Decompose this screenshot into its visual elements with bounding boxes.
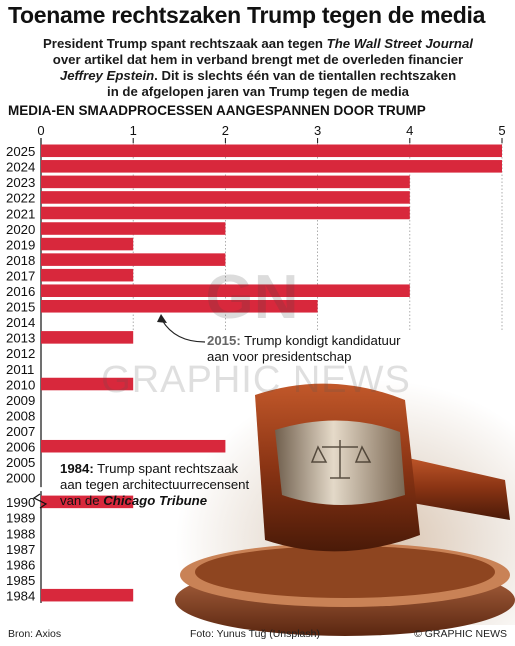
category-label-2021: 2021 bbox=[6, 206, 35, 221]
category-label-2010: 2010 bbox=[6, 377, 35, 392]
bar-2022 bbox=[41, 191, 410, 204]
x-tick-label: 3 bbox=[314, 123, 321, 138]
category-label-1990: 1990 bbox=[6, 495, 35, 510]
category-label-2012: 2012 bbox=[6, 346, 35, 361]
copyright: © GRAPHIC NEWS bbox=[414, 628, 507, 640]
page-title: Toename rechtszaken Trump tegen de media bbox=[8, 2, 486, 28]
category-label-2024: 2024 bbox=[6, 160, 35, 175]
category-label-2006: 2006 bbox=[6, 440, 35, 455]
category-label-1987: 1987 bbox=[6, 542, 35, 557]
bar-2017 bbox=[41, 268, 134, 282]
bar-2006 bbox=[41, 439, 226, 453]
bar-2020 bbox=[41, 222, 226, 235]
category-label-2023: 2023 bbox=[6, 175, 35, 190]
category-label-2018: 2018 bbox=[6, 253, 35, 268]
category-label-1985: 1985 bbox=[6, 573, 35, 588]
annotation-2015: 2015: Trump kondigt kandidatuur aan voor… bbox=[157, 314, 404, 364]
bar-1984 bbox=[41, 588, 134, 602]
bar-2013 bbox=[41, 331, 134, 344]
subtitle-line: in de afgelopen jaren van Trump tegen de… bbox=[107, 84, 409, 99]
bar-2025 bbox=[41, 144, 502, 158]
category-label-2014: 2014 bbox=[6, 315, 35, 330]
watermark: GN GRAPHIC NEWS bbox=[101, 263, 411, 401]
bar-2010 bbox=[41, 377, 134, 391]
category-label-2019: 2019 bbox=[6, 237, 35, 252]
watermark-text: GRAPHIC NEWS bbox=[101, 359, 411, 401]
bar-2019 bbox=[41, 237, 134, 251]
category-label-2011: 2011 bbox=[6, 362, 34, 377]
bar-2016 bbox=[41, 284, 410, 297]
subtitle-line: President Trump spant rechtszaak aan teg… bbox=[43, 36, 473, 51]
svg-text:2015: Trump kondigt kandidatuu: 2015: Trump kondigt kandidatuur aan voor… bbox=[207, 333, 404, 364]
category-label-2000: 2000 bbox=[6, 471, 35, 486]
category-label-1986: 1986 bbox=[6, 557, 35, 572]
category-label-1984: 1984 bbox=[6, 588, 35, 603]
category-label-1989: 1989 bbox=[6, 511, 35, 526]
category-label-2005: 2005 bbox=[6, 455, 35, 470]
source-credit: Bron: Axios bbox=[8, 628, 62, 640]
category-label-2008: 2008 bbox=[6, 408, 35, 423]
bar-2018 bbox=[41, 253, 226, 266]
bar-2024 bbox=[41, 160, 502, 173]
annotation-1984: 1984: Trump spant rechtszaak aan tegen a… bbox=[60, 461, 253, 508]
category-label-2009: 2009 bbox=[6, 393, 35, 408]
category-label-2013: 2013 bbox=[6, 331, 35, 346]
bar-2015 bbox=[41, 300, 318, 313]
gavel-illustration bbox=[150, 330, 515, 636]
category-label-2015: 2015 bbox=[6, 300, 35, 315]
x-tick-label: 4 bbox=[406, 123, 413, 138]
x-tick-label: 1 bbox=[130, 123, 137, 138]
svg-text:1984: Trump spant rechtszaak: 1984: Trump spant rechtszaak aan tegen a… bbox=[60, 461, 253, 508]
subtitle: President Trump spant rechtszaak aan teg… bbox=[10, 36, 506, 100]
bar-2021 bbox=[41, 206, 410, 220]
bar-1990 bbox=[41, 495, 134, 509]
category-label-2025: 2025 bbox=[6, 144, 35, 159]
category-label-1988: 1988 bbox=[6, 526, 35, 541]
subtitle-line: over artikel dat hem in verband brengt m… bbox=[52, 52, 464, 67]
bar-2023 bbox=[41, 175, 410, 189]
x-tick-label: 2 bbox=[222, 123, 229, 138]
x-tick-label: 5 bbox=[498, 123, 505, 138]
subtitle-line: Jeffrey Epstein. Dit is slechts één van … bbox=[59, 68, 457, 83]
category-label-2022: 2022 bbox=[6, 191, 35, 206]
axis-break bbox=[32, 493, 48, 509]
category-label-2020: 2020 bbox=[6, 222, 35, 237]
x-tick-label: 0 bbox=[37, 123, 44, 138]
category-label-2016: 2016 bbox=[6, 284, 35, 299]
category-label-2017: 2017 bbox=[6, 268, 35, 283]
photo-credit: Foto: Yunus Tuğ (Unsplash) bbox=[190, 628, 320, 640]
watermark-logo: GN bbox=[206, 263, 299, 332]
category-label-2007: 2007 bbox=[6, 424, 35, 439]
chart-title: MEDIA-EN SMAADPROCESSEN AANGESPANNEN DOO… bbox=[8, 103, 426, 118]
